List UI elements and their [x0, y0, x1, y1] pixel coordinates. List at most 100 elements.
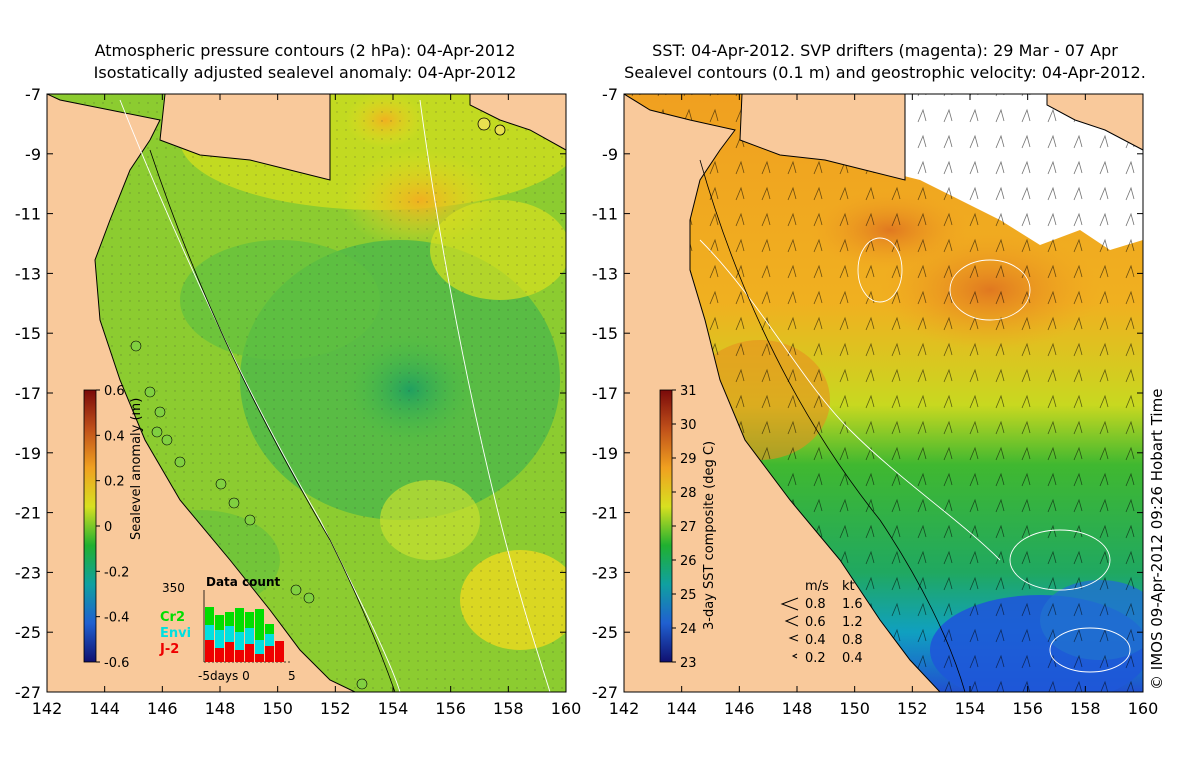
y-tick-label: -17 [592, 384, 618, 403]
right-land-solomons [1046, 94, 1143, 151]
velocity-row-ms: 0.2 [805, 651, 826, 666]
x-tick-label: 148 [782, 699, 813, 718]
data-count-inset: 350 Data count Cr2 Envi J-2 -5days 0 5 [159, 575, 296, 683]
y-tick-label: -23 [592, 563, 618, 582]
right-title-line1: SST: 04-Apr-2012. SVP drifters (magenta)… [652, 41, 1118, 60]
colorbar-ramp [83, 389, 97, 663]
velocity-row-kt: 1.6 [842, 597, 863, 612]
colorbar-tick-label: -0.2 [104, 565, 129, 580]
x-tick-label: 146 [147, 699, 178, 718]
velocity-row-kt: 0.4 [842, 651, 863, 666]
velocity-legend: m/s kt 0.8 1.6 0.6 1.2 0.4 0.8 0.2 0.4 [780, 579, 863, 666]
left-map-area [47, 94, 566, 692]
x-tick-label: 144 [89, 699, 120, 718]
x-tick-label: 148 [205, 699, 236, 718]
right-axes: 142 144 146 148 150 152 154 156 158 160 -7 -9 -11 -13… [592, 85, 1158, 718]
y-tick-label: -21 [15, 504, 41, 523]
left-land-png [159, 94, 331, 181]
velocity-row-ms: 0.8 [805, 597, 826, 612]
velocity-arrow-0.6 [784, 615, 799, 627]
y-tick-label: -11 [15, 205, 41, 224]
colorbar-tick-label: 31 [680, 384, 697, 399]
x-tick-label: 152 [320, 699, 351, 718]
colorbar-tick-label: -0.6 [104, 656, 129, 671]
colorbar-tick-label: 28 [680, 486, 697, 501]
colorbar-tick-label: 23 [680, 656, 697, 671]
x-tick-label: 154 [378, 699, 409, 718]
colorbar-tick-label: 0 [104, 520, 112, 535]
left-title-line2: Isostatically adjusted sealevel anomaly:… [93, 63, 517, 82]
right-colorbar-label: 3-day SST composite (deg C) [702, 441, 717, 630]
colorbar-tick-label: 24 [680, 622, 697, 637]
legend-envi: Envi [160, 626, 191, 641]
data-count-ymax: 350 [162, 581, 185, 595]
x-tick-label: 160 [1128, 699, 1159, 718]
x-tick-label: 142 [609, 699, 640, 718]
colorbar-tick-label: 27 [680, 520, 697, 535]
y-tick-label: -9 [25, 145, 41, 164]
y-tick-label: -13 [15, 264, 41, 283]
y-tick-label: -17 [15, 384, 41, 403]
data-count-title: Data count [206, 575, 281, 589]
left-axes: 142 144 146 148 150 152 154 156 158 160 -7 -9 -11 -13… [15, 85, 581, 718]
y-tick-label: -25 [592, 623, 618, 642]
velocity-header-kt: kt [842, 579, 855, 594]
legend-cr2: Cr2 [160, 610, 185, 625]
y-tick-label: -19 [592, 444, 618, 463]
colorbar-tick-label: 25 [680, 588, 697, 603]
y-tick-label: -13 [592, 264, 618, 283]
y-tick-label: -7 [602, 85, 618, 104]
x-tick-label: 150 [839, 699, 870, 718]
velocity-arrow-0.4 [788, 634, 799, 642]
velocity-arrow-0.8 [780, 597, 799, 611]
x-tick-label: 142 [32, 699, 63, 718]
left-colorbar: 0.6 0.4 0.2 0 -0.2 -0.4 -0.6 [83, 384, 129, 671]
right-map-area [624, 94, 1143, 692]
y-tick-label: -25 [15, 623, 41, 642]
left-drifter-markers [130, 340, 368, 690]
y-tick-label: -15 [15, 324, 41, 343]
velocity-row-ms: 0.6 [805, 615, 826, 630]
data-count-xend: 5 [288, 669, 296, 683]
right-land-png [739, 94, 906, 181]
y-tick-label: -27 [15, 683, 41, 702]
colorbar-tick-label: -0.4 [104, 611, 129, 626]
colorbar-ramp [659, 389, 673, 663]
x-tick-label: 144 [666, 699, 697, 718]
left-land-australia [47, 94, 356, 692]
velocity-row-kt: 0.8 [842, 633, 863, 648]
colorbar-tick-label: 26 [680, 554, 697, 569]
colorbar-tick-label: 0.4 [104, 429, 125, 444]
colorbar-tick-label: 0.2 [104, 475, 125, 490]
x-tick-label: 158 [493, 699, 524, 718]
x-tick-label: 146 [724, 699, 755, 718]
imos-credit: © IMOS 09-Apr-2012 09:26 Hobart Time [1148, 389, 1166, 690]
x-tick-label: 158 [1070, 699, 1101, 718]
x-tick-label: 150 [262, 699, 293, 718]
x-tick-label: 160 [551, 699, 582, 718]
y-tick-label: -23 [15, 563, 41, 582]
left-land-solomons [469, 94, 566, 151]
y-tick-label: -9 [602, 145, 618, 164]
velocity-header-ms: m/s [805, 579, 829, 594]
x-tick-label: 156 [1012, 699, 1043, 718]
right-colorbar: 31 30 29 28 27 26 25 24 23 [659, 384, 697, 671]
right-title-line2: Sealevel contours (0.1 m) and geostrophi… [624, 63, 1146, 82]
colorbar-tick-label: 0.6 [104, 384, 125, 399]
right-land-australia [624, 94, 941, 692]
data-count-bars [205, 607, 284, 662]
x-tick-label: 152 [897, 699, 928, 718]
y-tick-label: -7 [25, 85, 41, 104]
y-tick-label: -27 [592, 683, 618, 702]
y-tick-label: -15 [592, 324, 618, 343]
y-tick-label: -21 [592, 504, 618, 523]
left-title-line1: Atmospheric pressure contours (2 hPa): 0… [94, 41, 516, 60]
x-tick-label: 154 [955, 699, 986, 718]
velocity-arrow-0.2 [791, 653, 798, 659]
colorbar-tick-label: 30 [680, 418, 697, 433]
y-tick-label: -11 [592, 205, 618, 224]
colorbar-tick-label: 29 [680, 452, 697, 467]
velocity-row-kt: 1.2 [842, 615, 863, 630]
y-tick-label: -19 [15, 444, 41, 463]
